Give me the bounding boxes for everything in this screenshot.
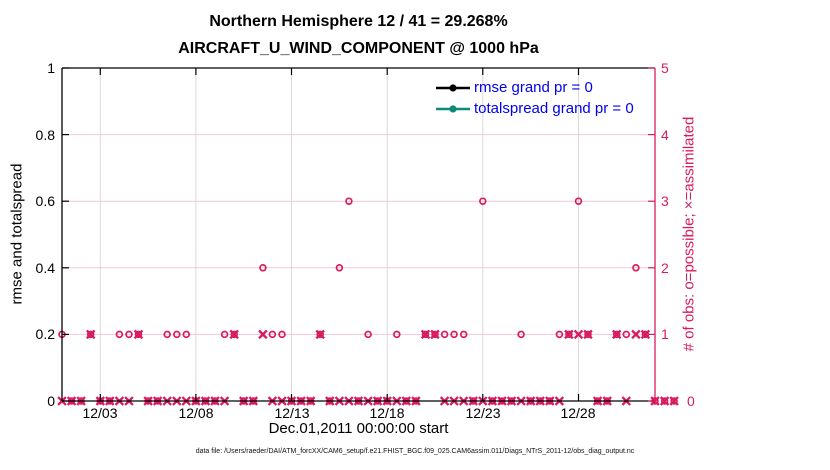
possible-circle-marker [115,330,124,339]
y-tick-right: 3 [661,193,669,209]
possible-circle-marker [459,330,468,339]
x-tick: 12/28 [560,405,596,421]
possible-circle-marker [440,330,449,339]
chart-title-line2: AIRCRAFT_U_WIND_COMPONENT @ 1000 hPa [178,40,539,57]
possible-circle-marker [86,330,95,339]
possible-circle-marker [479,197,487,205]
possible-circle-marker [278,330,286,339]
possible-circle-marker [125,330,133,339]
possible-circle-marker [431,330,439,339]
y-tick-right: 5 [661,60,669,76]
y-tick-right: 4 [661,127,669,143]
possible-circle-marker [230,330,238,339]
possible-circle-marker [393,330,401,339]
y-tick-left: 0.2 [35,326,55,342]
possible-circle-marker [335,264,344,272]
possible-circle-marker [182,330,191,339]
x-tick: 12/23 [465,405,501,421]
data-file-note: data file: /Users/raeder/DAI/ATM_forcXX/… [195,448,635,455]
y-tick-right: 2 [661,260,669,276]
y-tick-right: 1 [661,326,669,342]
possible-circle-marker [622,330,631,339]
possible-circle-marker [660,397,669,405]
possible-circle-marker [584,330,592,339]
x-tick: 12/08 [178,405,214,421]
possible-circle-marker [632,264,640,272]
possible-circle-marker [612,330,621,339]
assimilated-cross-markers [57,329,679,406]
legend-label-totalspread: totalspread grand pr = 0 [474,100,634,117]
possible-circle-marker [163,330,171,339]
possible-circle-marker [268,330,277,339]
y-axis-label-right: # of obs: o=possible; ×=assimilated [680,116,698,352]
possible-circle-marker [259,264,267,272]
possible-circle-marker [421,330,430,339]
y-tick-left: 0 [47,393,55,409]
possible-circle-marker [345,197,353,205]
y-tick-left: 0.8 [35,127,55,143]
y-tick-left: 0.6 [35,193,55,209]
x-tick: 12/13 [274,405,310,421]
possible-circle-marker [450,330,458,339]
possible-circle-marker [134,330,143,339]
possible-circle-marker [173,330,181,339]
possible-circle-marker [316,330,324,339]
x-tick: 12/03 [82,405,118,421]
rmse-line-marker-icon [436,83,470,92]
legend-label-rmse: rmse grand pr = 0 [474,79,593,96]
x-tick: 12/18 [369,405,405,421]
legend: rmse grand pr = 0 totalspread grand pr =… [436,77,634,119]
possible-circle-marker [517,330,525,339]
possible-circle-marker [364,330,372,339]
chart-title-line1: Northern Hemisphere 12 / 41 = 29.268% [209,13,508,30]
y-tick-right: 0 [687,393,695,409]
y-tick-left: 1 [47,60,55,76]
possible-circle-marker [555,330,564,339]
possible-circle-marker [220,330,229,339]
legend-item-totalspread: totalspread grand pr = 0 [436,98,634,119]
possible-circle-marker [565,330,573,339]
y-tick-left: 0.4 [35,260,55,276]
possible-circle-marker [670,397,678,405]
legend-item-rmse: rmse grand pr = 0 [436,77,634,98]
x-axis-label: Dec.01,2011 00:00:00 start [268,420,449,437]
y-axis-label-left: rmse and totalspread [8,163,26,305]
possible-circle-marker [574,197,583,205]
totalspread-line-marker-icon [436,104,470,113]
